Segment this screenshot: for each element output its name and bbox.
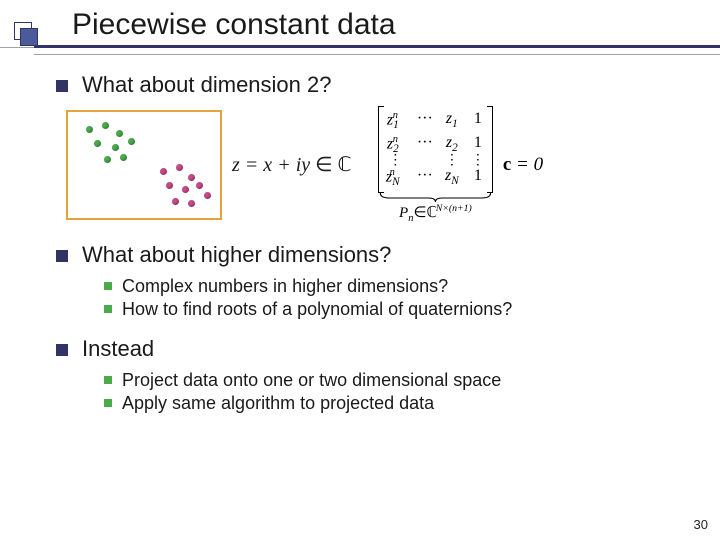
scatter-dot xyxy=(204,192,211,199)
scatter-dot xyxy=(182,186,189,193)
bullet-level2: Complex numbers in higher dimensions? xyxy=(104,276,692,297)
scatter-dot xyxy=(116,130,123,137)
matrix-block: z1n···z11 z2n···z21 ⋮⋮⋮ zNn···zN1 Pn∈ℂN×… xyxy=(378,106,493,224)
scatter-dot xyxy=(94,140,101,147)
bullet-text: What about dimension 2? xyxy=(82,72,332,98)
bullet-level2: How to find roots of a polynomial of qua… xyxy=(104,299,692,320)
slide-title: Piecewise constant data xyxy=(72,8,720,42)
scatter-dot xyxy=(160,168,167,175)
slide-number: 30 xyxy=(694,517,708,532)
scatter-dot xyxy=(128,138,135,145)
matrix-label: Pn∈ℂN×(n+1) xyxy=(399,203,472,224)
matrix: z1n···z11 z2n···z21 ⋮⋮⋮ zNn···zN1 xyxy=(378,106,493,193)
scatter-dot xyxy=(86,126,93,133)
c-equation: c = 0 xyxy=(503,154,543,176)
bullet-level1: What about dimension 2? xyxy=(56,72,692,98)
bullet-level2: Apply same algorithm to projected data xyxy=(104,393,692,414)
scatter-plot xyxy=(66,110,222,220)
slide-content: What about dimension 2? z = x + iy ∈ ℂ z… xyxy=(0,46,720,414)
bullet-text: Complex numbers in higher dimensions? xyxy=(122,276,448,297)
bullet-text: What about higher dimensions? xyxy=(82,242,391,268)
bullet-level1: What about higher dimensions? xyxy=(56,242,692,268)
square-bullet-icon xyxy=(56,344,68,356)
bullet-level2: Project data onto one or two dimensional… xyxy=(104,370,692,391)
scatter-dot xyxy=(196,182,203,189)
scatter-dot xyxy=(112,144,119,151)
title-decoration xyxy=(14,22,38,46)
square-bullet-sm-icon xyxy=(104,376,112,384)
scatter-dot xyxy=(176,164,183,171)
scatter-dot xyxy=(166,182,173,189)
scatter-dot xyxy=(102,122,109,129)
bullet-text: Apply same algorithm to projected data xyxy=(122,393,434,414)
bullet-text: Instead xyxy=(82,336,154,362)
square-bullet-icon xyxy=(56,250,68,262)
bullet-text: Project data onto one or two dimensional… xyxy=(122,370,501,391)
scatter-dot xyxy=(188,174,195,181)
square-bullet-sm-icon xyxy=(104,305,112,313)
slide-title-bar: Piecewise constant data xyxy=(0,0,720,46)
scatter-dot xyxy=(104,156,111,163)
figure-row: z = x + iy ∈ ℂ z1n···z11 z2n···z21 ⋮⋮⋮ z… xyxy=(56,106,692,224)
square-bullet-icon xyxy=(56,80,68,92)
scatter-dot xyxy=(172,198,179,205)
scatter-dot xyxy=(188,200,195,207)
square-bullet-sm-icon xyxy=(104,282,112,290)
scatter-dot xyxy=(120,154,127,161)
square-bullet-sm-icon xyxy=(104,399,112,407)
bullet-text: How to find roots of a polynomial of qua… xyxy=(122,299,512,320)
sub-bullet-list: Complex numbers in higher dimensions? Ho… xyxy=(56,276,692,320)
bullet-level1: Instead xyxy=(56,336,692,362)
complex-formula: z = x + iy ∈ ℂ xyxy=(232,152,350,177)
sub-bullet-list: Project data onto one or two dimensional… xyxy=(56,370,692,414)
